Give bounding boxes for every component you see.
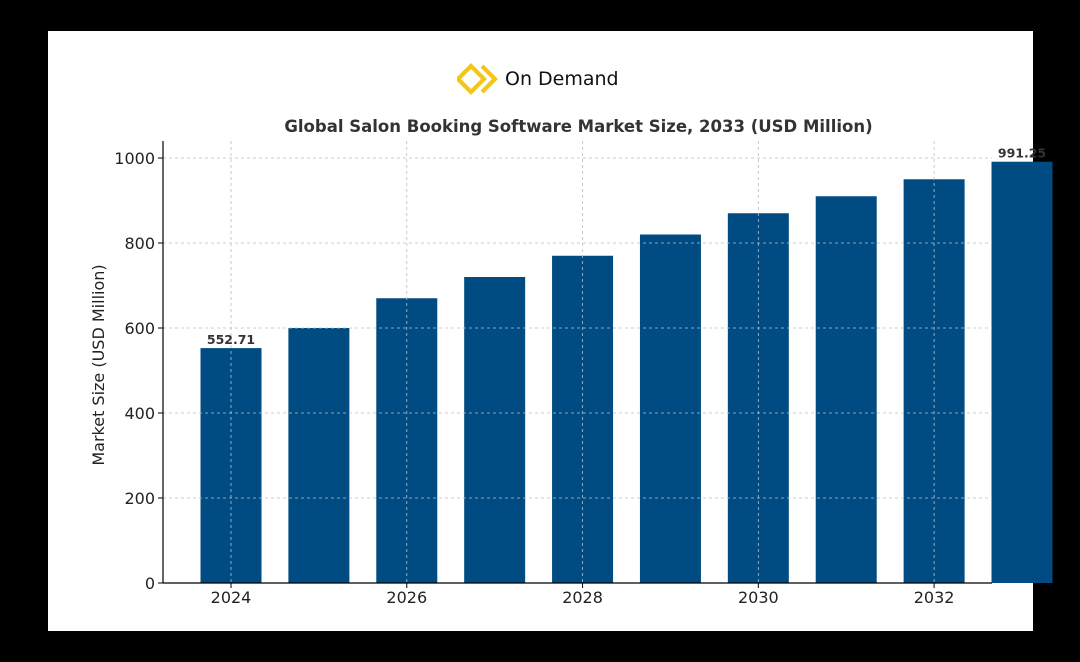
bar-2029 xyxy=(639,234,701,583)
y-axis-label: Market Size (USD Million) xyxy=(89,264,108,465)
y-tick-label: 0 xyxy=(145,574,155,593)
bar-2027 xyxy=(464,277,526,583)
x-tick-label: 2028 xyxy=(562,588,603,607)
y-tick-label: 600 xyxy=(124,319,155,338)
x-tick-label: 2032 xyxy=(914,588,955,607)
brand-name: On Demand xyxy=(505,68,619,90)
x-tick-label: 2026 xyxy=(386,588,427,607)
x-tick-label: 2030 xyxy=(738,588,779,607)
x-tick-label: 2024 xyxy=(211,588,252,607)
brand-header: On Demand xyxy=(457,62,619,96)
data-label-2024: 552.71 xyxy=(207,332,255,347)
y-tick-label: 200 xyxy=(124,489,155,508)
y-tick-label: 1000 xyxy=(114,149,155,168)
data-label-2033: 991.25 xyxy=(998,146,1046,161)
bar-2033 xyxy=(991,161,1053,583)
on-demand-logo-icon xyxy=(457,63,498,95)
bar-2025 xyxy=(288,328,350,583)
y-tick-label: 400 xyxy=(124,404,155,423)
bar-2031 xyxy=(815,196,877,583)
chart-title: Global Salon Booking Software Market Siz… xyxy=(284,117,872,136)
y-tick-label: 800 xyxy=(124,234,155,253)
